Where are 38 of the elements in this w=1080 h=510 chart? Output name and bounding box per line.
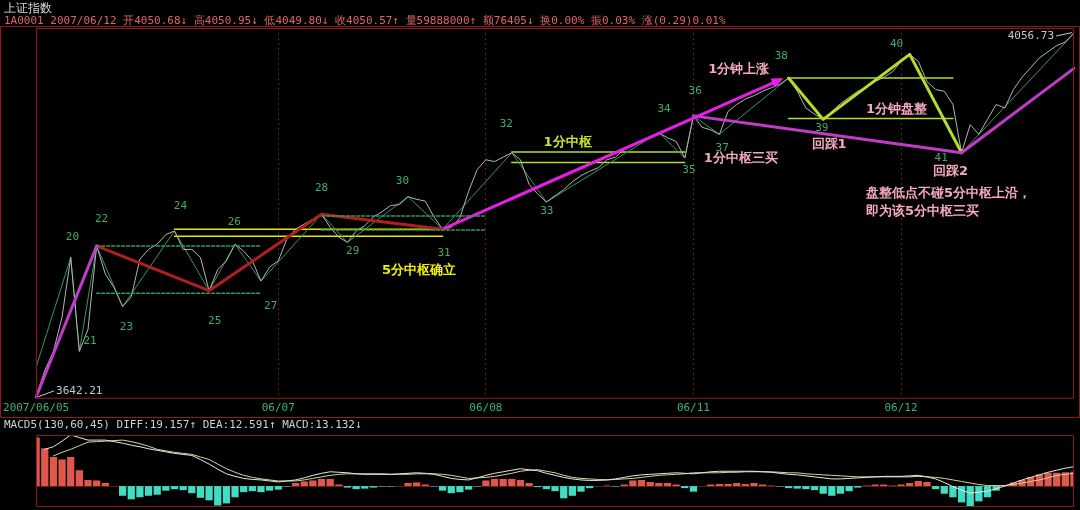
- annotation: 21: [83, 333, 97, 347]
- chart-title: MACD5(130,60,45) DIFF:19.157↑ DEA:12.591↑ MACD:13.132↓: [3, 418, 363, 431]
- annotation: 30: [395, 174, 410, 188]
- annotation: 34: [657, 102, 672, 116]
- x-tick-label: 06/12: [884, 401, 918, 415]
- annotation: 23: [119, 319, 134, 333]
- annotation: 38: [774, 48, 788, 62]
- annotation: 29: [346, 244, 360, 258]
- x-tick-label: 06/11: [676, 401, 710, 415]
- annotation: 27: [264, 298, 278, 312]
- annotation: 28: [314, 181, 329, 195]
- annotation: 1分钟上涨: [708, 61, 771, 77]
- annotation: 5分中枢确立: [382, 261, 457, 277]
- x-tick-label: 06/08: [469, 401, 503, 415]
- annotation: 盘整低点不碰5分中枢上沿，即为该5分中枢三买: [864, 184, 1031, 218]
- annotation: 39: [815, 120, 829, 134]
- data-label: 4056.73: [1007, 28, 1054, 42]
- chart-subtitle: 1A0001 2007/06/12 开4050.68↓ 高4050.95↓ 低4049.80↓ 收4050.57↑ 量59888000↑ 额76405↓ 换0.00% 振0.03% 涨(0.29)0.01%: [3, 14, 727, 27]
- annotation: 40: [889, 36, 904, 50]
- annotation: 41: [934, 151, 948, 165]
- annotation: 1分钟盘整: [866, 100, 929, 116]
- annotation: 33: [540, 204, 554, 218]
- annotation: 32: [499, 116, 513, 130]
- annotation: 回踩2: [932, 162, 969, 178]
- annotation: 24: [173, 199, 188, 213]
- x-tick-label: 06/07: [261, 401, 295, 415]
- annotation: 36: [688, 83, 702, 97]
- annotation: 22: [94, 212, 109, 226]
- annotation: 31: [437, 246, 451, 260]
- annotation: 回踩1: [811, 136, 847, 152]
- annotation: 35: [682, 162, 696, 176]
- annotation: 1分中枢: [543, 133, 592, 149]
- data-label: 3642.21: [56, 383, 103, 397]
- annotation: 25: [208, 313, 222, 327]
- chart-title: 上证指数: [3, 0, 53, 15]
- annotation: 20: [65, 230, 80, 244]
- annotation: 26: [227, 215, 241, 229]
- x-tick-label: 2007/06/05: [3, 401, 70, 415]
